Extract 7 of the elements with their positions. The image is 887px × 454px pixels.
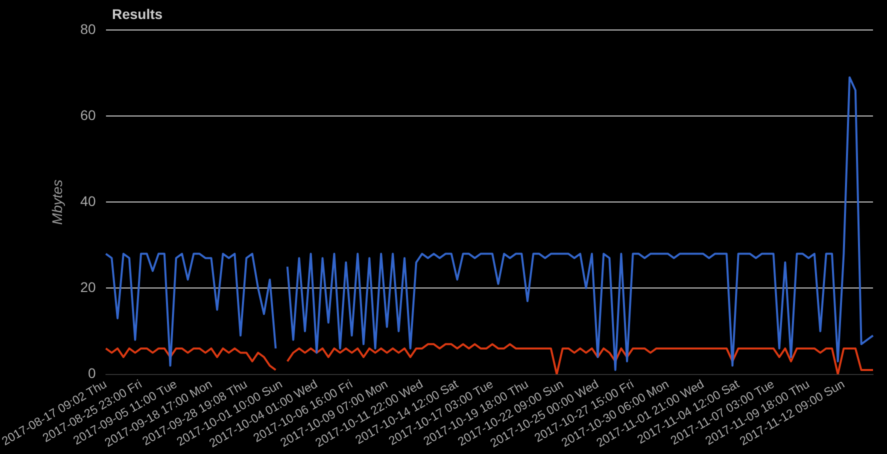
y-tick-label: 80 [80, 20, 96, 37]
y-tick-label: 40 [80, 192, 96, 209]
y-tick-label: 0 [88, 365, 96, 382]
chart-title: Results [112, 6, 163, 22]
y-tick-label: 60 [80, 106, 96, 123]
y-axis-title: Mbytes [48, 180, 65, 225]
y-tick-label: 20 [80, 279, 96, 296]
